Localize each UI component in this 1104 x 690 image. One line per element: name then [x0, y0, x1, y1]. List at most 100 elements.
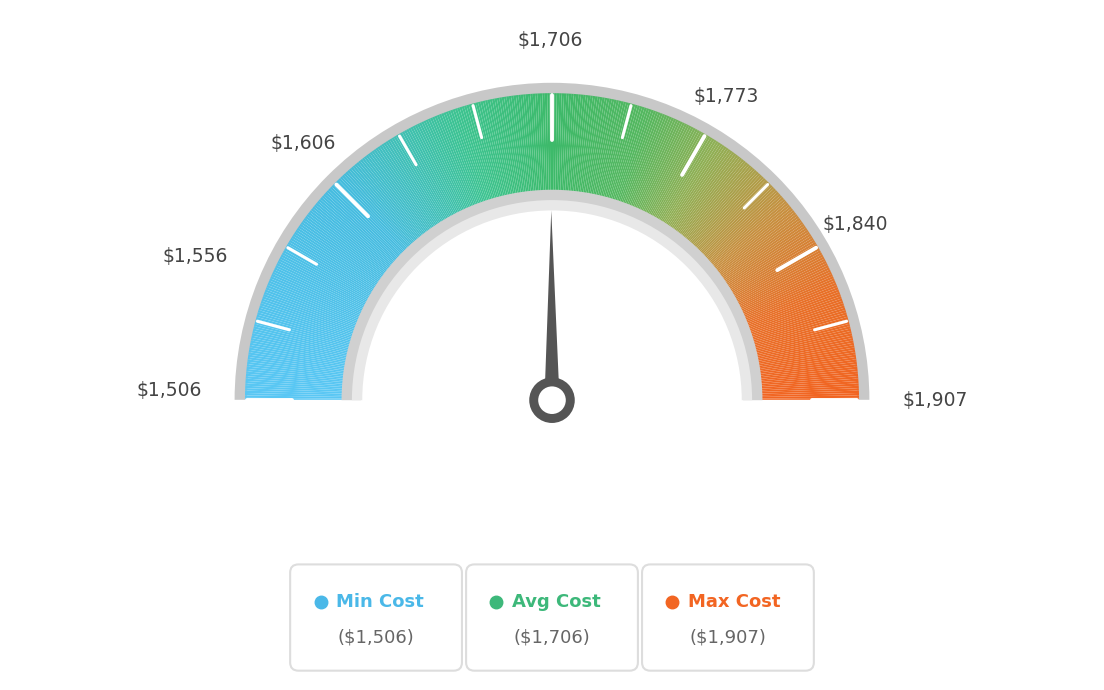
Wedge shape [574, 95, 588, 198]
Wedge shape [665, 145, 724, 232]
Wedge shape [521, 95, 533, 198]
Wedge shape [693, 179, 767, 255]
Wedge shape [266, 285, 363, 325]
Wedge shape [657, 137, 712, 226]
Wedge shape [730, 250, 821, 302]
Wedge shape [692, 178, 766, 254]
Wedge shape [742, 292, 840, 330]
Wedge shape [482, 101, 508, 202]
Wedge shape [254, 326, 354, 353]
Wedge shape [677, 157, 742, 240]
Text: $1,773: $1,773 [693, 87, 760, 106]
Wedge shape [540, 93, 545, 197]
Wedge shape [373, 149, 435, 235]
Wedge shape [680, 162, 747, 244]
Wedge shape [566, 94, 576, 197]
Wedge shape [708, 203, 788, 270]
Wedge shape [250, 345, 352, 365]
Wedge shape [735, 267, 830, 313]
Wedge shape [689, 173, 761, 250]
Wedge shape [588, 98, 609, 200]
Wedge shape [247, 362, 350, 376]
Wedge shape [734, 263, 828, 310]
Wedge shape [372, 150, 434, 235]
Wedge shape [739, 278, 835, 321]
Text: ($1,706): ($1,706) [513, 629, 591, 647]
Wedge shape [667, 146, 726, 233]
Wedge shape [424, 120, 468, 215]
Wedge shape [254, 324, 354, 351]
Wedge shape [712, 210, 795, 275]
Wedge shape [740, 280, 836, 322]
Wedge shape [576, 95, 591, 198]
Text: $1,706: $1,706 [518, 30, 583, 50]
Wedge shape [280, 255, 373, 305]
Wedge shape [646, 128, 696, 220]
Wedge shape [716, 219, 802, 282]
Wedge shape [446, 111, 484, 209]
Wedge shape [682, 164, 750, 244]
Wedge shape [746, 308, 846, 340]
Wedge shape [661, 141, 719, 229]
Wedge shape [442, 113, 480, 210]
Wedge shape [754, 366, 858, 380]
Wedge shape [289, 239, 379, 295]
Wedge shape [720, 226, 806, 286]
Wedge shape [750, 324, 850, 351]
Text: $1,840: $1,840 [822, 215, 888, 234]
Wedge shape [375, 148, 436, 234]
Wedge shape [294, 232, 382, 290]
Wedge shape [744, 301, 843, 336]
Wedge shape [701, 192, 779, 263]
Wedge shape [245, 393, 349, 397]
Wedge shape [737, 274, 832, 318]
Wedge shape [719, 224, 805, 284]
Wedge shape [688, 172, 758, 250]
Wedge shape [550, 93, 552, 197]
Wedge shape [331, 185, 407, 259]
Wedge shape [365, 155, 429, 238]
Wedge shape [601, 102, 628, 203]
Wedge shape [330, 186, 406, 259]
Wedge shape [728, 246, 819, 299]
Wedge shape [683, 165, 752, 246]
Text: ($1,907): ($1,907) [690, 629, 766, 647]
Wedge shape [341, 190, 763, 400]
Wedge shape [357, 162, 424, 244]
Wedge shape [288, 241, 378, 297]
Wedge shape [580, 96, 595, 199]
Wedge shape [305, 216, 390, 279]
Wedge shape [675, 155, 739, 238]
Wedge shape [556, 93, 562, 197]
Wedge shape [299, 224, 385, 284]
Wedge shape [428, 119, 471, 214]
Wedge shape [263, 294, 361, 331]
Wedge shape [256, 315, 357, 345]
Wedge shape [640, 124, 687, 217]
Wedge shape [705, 199, 785, 268]
Wedge shape [752, 340, 853, 362]
Wedge shape [736, 270, 831, 315]
Wedge shape [628, 116, 669, 212]
Wedge shape [700, 190, 777, 262]
Wedge shape [704, 197, 784, 267]
Text: Max Cost: Max Cost [688, 593, 781, 611]
Wedge shape [291, 236, 380, 293]
Wedge shape [246, 366, 350, 380]
Wedge shape [598, 101, 624, 202]
Wedge shape [751, 335, 852, 359]
Wedge shape [591, 99, 612, 201]
Wedge shape [587, 98, 607, 200]
Wedge shape [511, 96, 527, 199]
Wedge shape [245, 398, 349, 400]
Wedge shape [351, 167, 420, 246]
Wedge shape [287, 244, 376, 298]
Wedge shape [246, 371, 349, 383]
Wedge shape [631, 117, 673, 213]
Wedge shape [259, 303, 359, 337]
Wedge shape [247, 357, 350, 373]
Wedge shape [694, 181, 769, 256]
Wedge shape [747, 312, 847, 344]
Wedge shape [720, 228, 807, 287]
Wedge shape [713, 212, 796, 277]
